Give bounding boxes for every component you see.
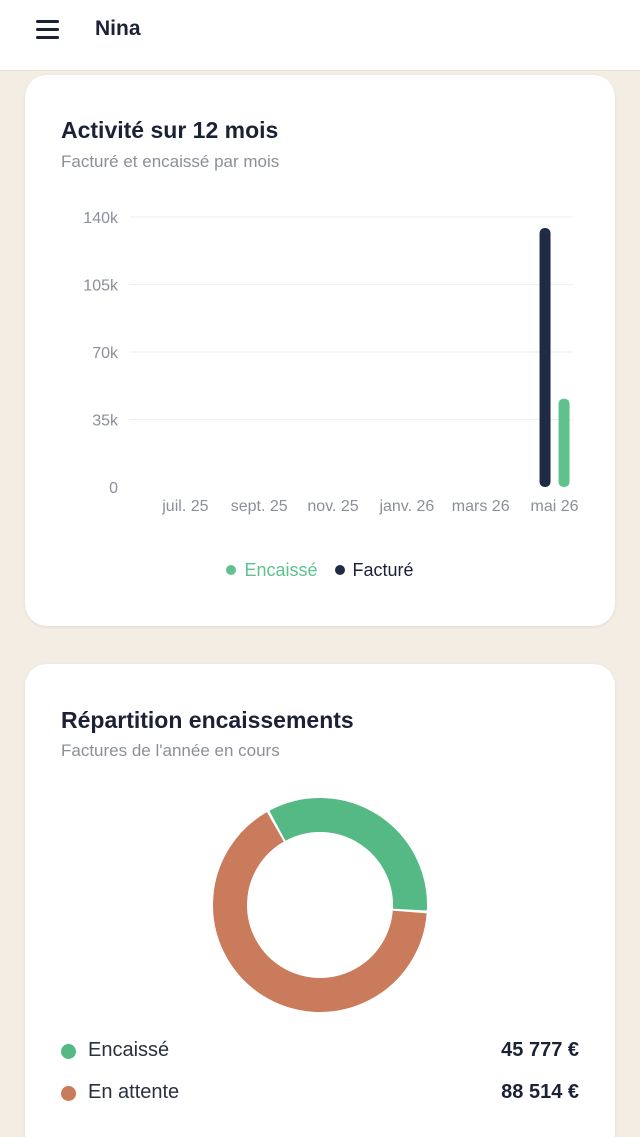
x-tick-label: sept. 25 [231, 498, 288, 515]
top-bar: Nina [0, 0, 640, 71]
x-tick-label: juil. 25 [161, 498, 208, 515]
donut-chart [210, 795, 430, 1015]
en-attente-label: En attente [88, 1081, 180, 1103]
en-attente-dot [61, 1086, 76, 1101]
activity-subtitle: Facturé et encaissé par mois [61, 152, 280, 171]
bar-facture [539, 228, 551, 488]
encaisse-row: Encaissé 45 777 € [61, 1036, 579, 1066]
en-attente-amount: 88 514 € [501, 1081, 579, 1103]
y-tick-label: 0 [109, 480, 118, 497]
repartition-title: Répartition encaissements [61, 707, 354, 733]
y-tick-label: 140k [83, 210, 119, 227]
legend-encaisse[interactable]: Encaissé [226, 559, 318, 581]
repartition-subtitle: Factures de l'année en cours [61, 741, 280, 760]
app-title: Nina [95, 17, 141, 40]
repartition-card: Répartition encaissements Factures de l'… [25, 664, 615, 1137]
x-tick-label: mai 26 [531, 498, 579, 515]
x-tick-label: janv. 26 [378, 498, 434, 515]
legend-facture-dot [334, 565, 345, 575]
legend-facture[interactable]: Facturé [334, 559, 414, 581]
donut-slice-en-attente[interactable] [213, 812, 427, 1012]
encaisse-dot [61, 1044, 76, 1059]
legend-encaisse-dot [226, 565, 237, 575]
legend-encaisse-label: Encaissé [244, 559, 318, 580]
encaisse-label: Encaissé [88, 1039, 170, 1061]
x-tick-label: nov. 25 [307, 498, 358, 515]
bar-encaisse [558, 398, 570, 487]
x-tick-label: mars 26 [452, 498, 510, 515]
y-tick-label: 70k [92, 345, 119, 362]
hamburger-menu-icon[interactable] [30, 18, 66, 42]
donut-slice-encaisse[interactable] [269, 798, 427, 911]
y-tick-label: 105k [83, 278, 119, 295]
activity-bar-chart: 0 35k 70k 105k 140k juil. 25 sept. 25 nov. 25 ja… [83, 210, 579, 515]
activity-card: Activité sur 12 mois Facturé et encaissé… [25, 75, 615, 626]
legend-facture-label: Facturé [352, 559, 414, 580]
y-tick-label: 35k [92, 413, 119, 430]
en-attente-row: En attente 88 514 € [61, 1078, 579, 1108]
activity-title: Activité sur 12 mois [61, 117, 279, 143]
encaisse-amount: 45 777 € [501, 1039, 579, 1061]
chart-legend: Encaissé Facturé [25, 559, 615, 581]
